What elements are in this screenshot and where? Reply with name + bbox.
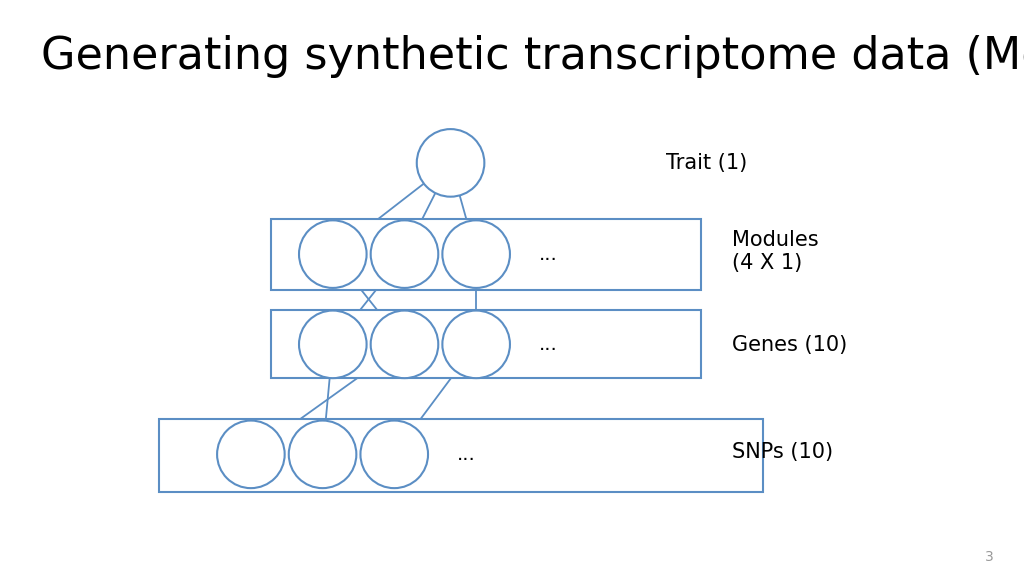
Ellipse shape <box>371 221 438 288</box>
Text: ...: ... <box>539 245 557 264</box>
Text: Generating synthetic transcriptome data (Model 2): Generating synthetic transcriptome data … <box>41 35 1024 78</box>
Ellipse shape <box>217 420 285 488</box>
Ellipse shape <box>360 420 428 488</box>
Ellipse shape <box>289 420 356 488</box>
Text: SNPs (10): SNPs (10) <box>732 442 834 462</box>
Bar <box>271 219 701 290</box>
Bar <box>159 419 763 492</box>
Ellipse shape <box>442 221 510 288</box>
Text: Modules
(4 X 1): Modules (4 X 1) <box>732 230 819 273</box>
Text: Genes (10): Genes (10) <box>732 335 848 355</box>
Ellipse shape <box>442 310 510 378</box>
Ellipse shape <box>299 310 367 378</box>
Text: 3: 3 <box>984 551 993 564</box>
Bar <box>271 310 701 378</box>
Text: ...: ... <box>539 335 557 354</box>
Text: ...: ... <box>457 445 475 464</box>
Text: Trait (1): Trait (1) <box>666 153 746 173</box>
Ellipse shape <box>417 129 484 196</box>
Ellipse shape <box>371 310 438 378</box>
Ellipse shape <box>299 221 367 288</box>
